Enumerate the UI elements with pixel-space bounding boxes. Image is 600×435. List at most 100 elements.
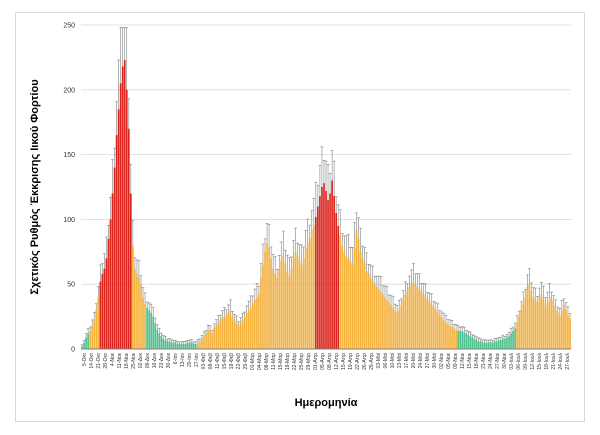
bar <box>117 109 120 350</box>
bar <box>197 342 199 349</box>
bar <box>109 219 112 349</box>
bar <box>125 89 128 350</box>
bar <box>132 245 134 349</box>
bar <box>443 320 445 349</box>
bar <box>101 273 104 349</box>
bar <box>327 199 329 349</box>
bar <box>239 323 242 349</box>
bar <box>294 251 297 349</box>
bar <box>203 336 205 349</box>
bar <box>439 315 441 349</box>
bar <box>398 310 401 349</box>
bar <box>302 258 305 349</box>
y-axis-label: Σχετικός Ρυθμός Έκκρισης Ιικού Φορτίου <box>29 79 41 294</box>
bar <box>459 330 462 349</box>
chart-frame: 0 50 100 150 200 250 5-Οκτ 14-Οκτ 21-Οκτ 28-Οκτ 4… <box>15 12 585 422</box>
x-tick-label: 02-Δεκ <box>138 353 144 369</box>
bar <box>396 312 398 349</box>
x-tick-label: 15-Απρ <box>341 353 347 370</box>
bar <box>298 260 301 349</box>
x-tick-label: 15-Νοε <box>467 352 473 369</box>
bar <box>487 342 490 349</box>
bar <box>164 339 167 349</box>
x-tick-label: 24-Νοε <box>488 352 494 369</box>
bar <box>270 258 272 349</box>
bar <box>290 268 293 349</box>
x-tick-label: 15-Ιουλ <box>537 353 543 370</box>
bar <box>284 263 287 349</box>
bar <box>274 273 277 349</box>
bar <box>495 341 498 349</box>
bar <box>520 310 523 349</box>
bar <box>142 297 144 349</box>
bar <box>406 290 409 349</box>
x-tick-label: 29-Απρ <box>369 353 375 370</box>
bar <box>504 338 506 349</box>
bar <box>89 330 91 349</box>
bar <box>162 338 165 349</box>
bar <box>434 310 437 349</box>
bar <box>345 255 348 349</box>
bar <box>304 247 307 349</box>
bar <box>400 304 403 349</box>
bar <box>514 328 516 349</box>
bar <box>538 297 541 349</box>
bar <box>479 341 482 349</box>
bar <box>497 339 500 349</box>
x-tick-label: 6-Ιαν <box>173 353 179 365</box>
bar <box>371 281 374 349</box>
x-tick-label: 06-Ιουλ <box>516 353 522 370</box>
bar <box>315 216 317 349</box>
bar <box>335 212 337 349</box>
bar <box>148 310 150 349</box>
bar <box>373 284 376 349</box>
error-bars <box>80 27 572 347</box>
bar <box>113 167 116 349</box>
bar <box>158 333 161 349</box>
x-tick-label: 11-Νοε <box>117 352 123 368</box>
bar <box>119 83 122 349</box>
bar <box>323 183 325 349</box>
bar <box>219 320 222 349</box>
bar <box>355 229 358 349</box>
x-tick-label: 08-Μαρ <box>264 353 270 370</box>
bar <box>123 59 126 350</box>
x-tick-label: 01-Μαρ <box>250 353 256 370</box>
bar <box>516 323 518 349</box>
bar <box>475 339 478 349</box>
bar <box>351 264 354 349</box>
bar <box>243 316 246 349</box>
bar <box>469 336 472 349</box>
x-tick-label: 01-Απρ <box>313 353 319 370</box>
y-tick-label: 50 <box>67 282 75 289</box>
bar <box>428 302 431 349</box>
bar <box>176 343 179 349</box>
bar <box>471 337 474 349</box>
bar <box>95 310 98 349</box>
bar <box>329 193 331 349</box>
bar <box>321 187 323 349</box>
bar <box>453 328 455 349</box>
bar <box>115 135 118 349</box>
bar <box>376 286 378 349</box>
x-tick-label: 05-Απρ <box>320 353 326 370</box>
x-tick-label: 19-Απρ <box>348 353 354 370</box>
bar <box>99 281 102 349</box>
bar <box>172 342 175 349</box>
y-tick-label: 200 <box>63 87 75 94</box>
bar <box>83 342 85 349</box>
bar <box>382 294 384 349</box>
bar <box>552 304 555 349</box>
bar <box>233 320 236 349</box>
x-tick-label: 03-Φεβ <box>201 353 207 369</box>
bar <box>215 325 218 349</box>
bar <box>199 341 201 349</box>
bar <box>414 284 417 349</box>
x-tick-label: 06-Μαϊ <box>383 352 389 368</box>
x-tick-label: 28-Οκτ <box>103 353 109 369</box>
bar <box>418 289 421 349</box>
bar <box>410 284 413 349</box>
bar <box>178 343 181 349</box>
bar <box>152 316 155 349</box>
bar <box>422 294 425 349</box>
